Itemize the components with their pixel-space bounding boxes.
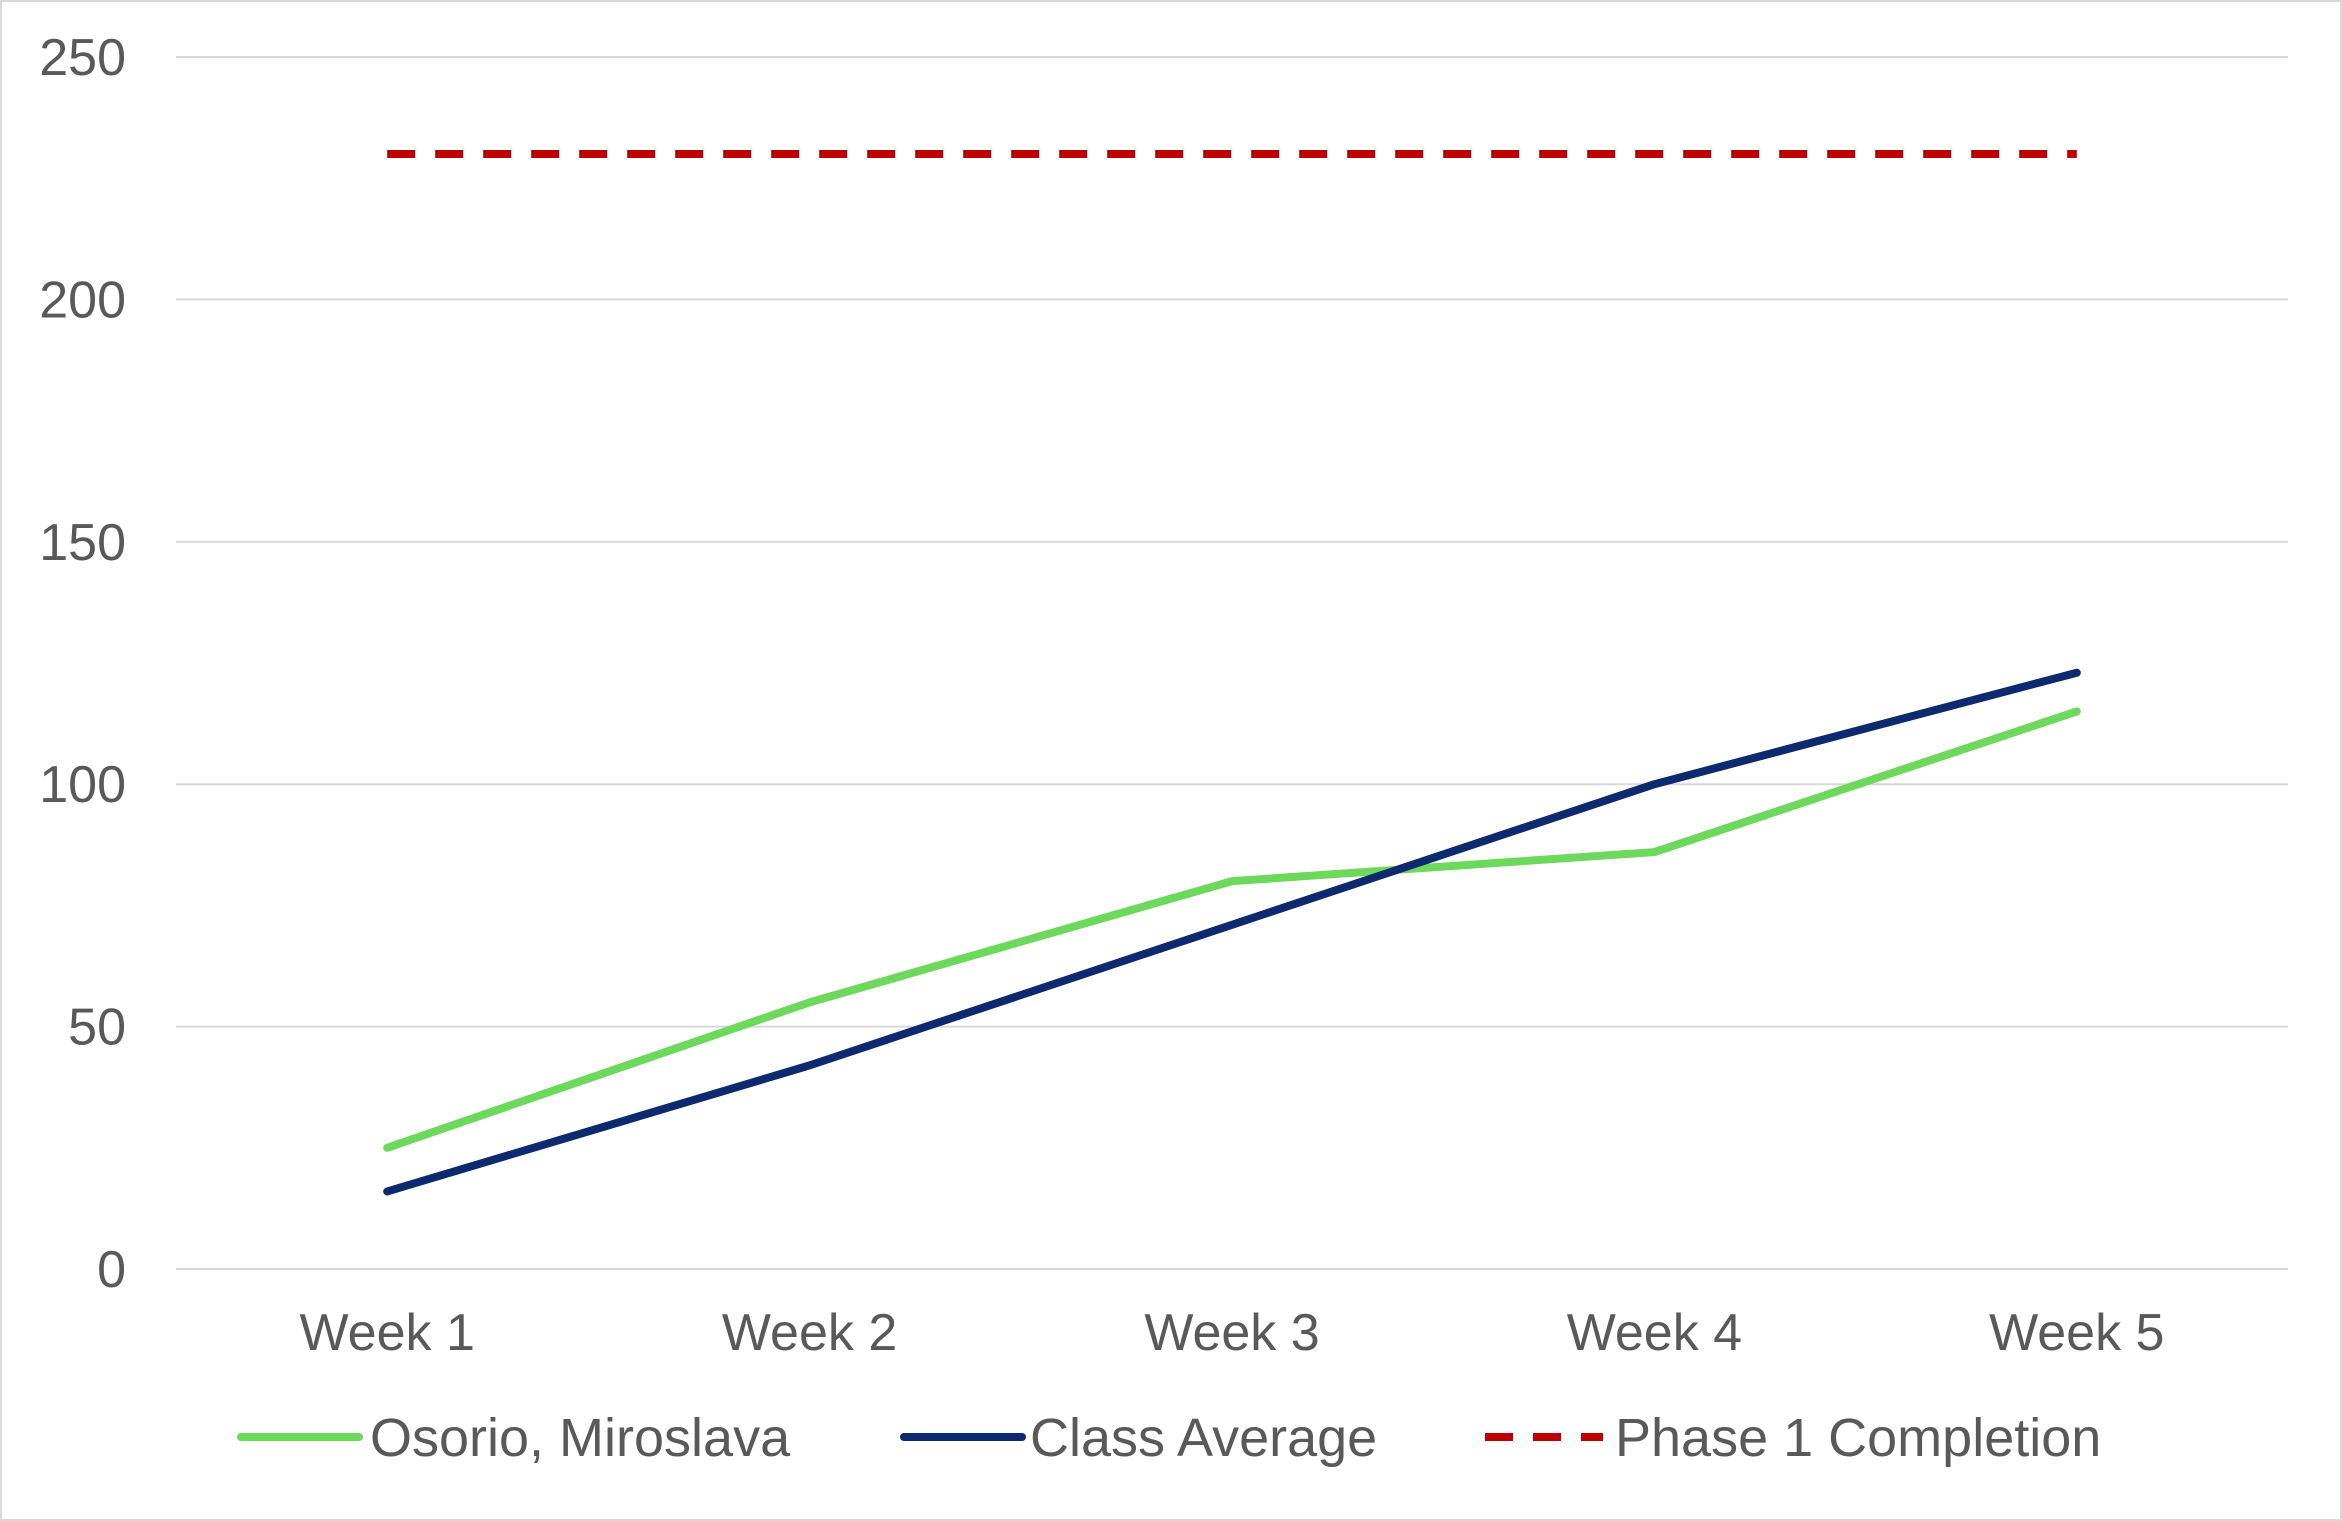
x-tick-label: Week 5 [1989, 1304, 2164, 1362]
legend: Osorio, Miroslava Class Average Phase 1 Co… [237, 1408, 2101, 1468]
y-tick-label: 250 [39, 29, 126, 87]
y-tick-label: 100 [39, 756, 126, 814]
series-lines [383, 149, 2081, 1196]
y-tick-label: 150 [39, 514, 126, 572]
gridlines [176, 56, 2288, 1270]
series-line-class-average [383, 668, 2081, 1196]
x-tick-label: Week 2 [722, 1304, 897, 1362]
y-tick-label: 0 [97, 1241, 126, 1299]
x-tick-label: Week 3 [1144, 1304, 1319, 1362]
y-tick-label: 200 [39, 271, 126, 329]
series-line-osorio-miroslava [383, 707, 2081, 1152]
legend-label-class-average: Class Average [1030, 1408, 1377, 1468]
legend-label-osorio-miroslava: Osorio, Miroslava [370, 1408, 791, 1468]
x-tick-label: Week 4 [1567, 1304, 1742, 1362]
y-axis-tick-labels: 0 50 100 150 200 250 [39, 29, 126, 1299]
x-tick-label: Week 1 [300, 1304, 475, 1362]
legend-label-phase-1-completion: Phase 1 Completion [1615, 1408, 2101, 1468]
x-axis-tick-labels: Week 1 Week 2 Week 3 Week 4 Week 5 [300, 1304, 2165, 1362]
y-tick-label: 50 [68, 999, 126, 1057]
